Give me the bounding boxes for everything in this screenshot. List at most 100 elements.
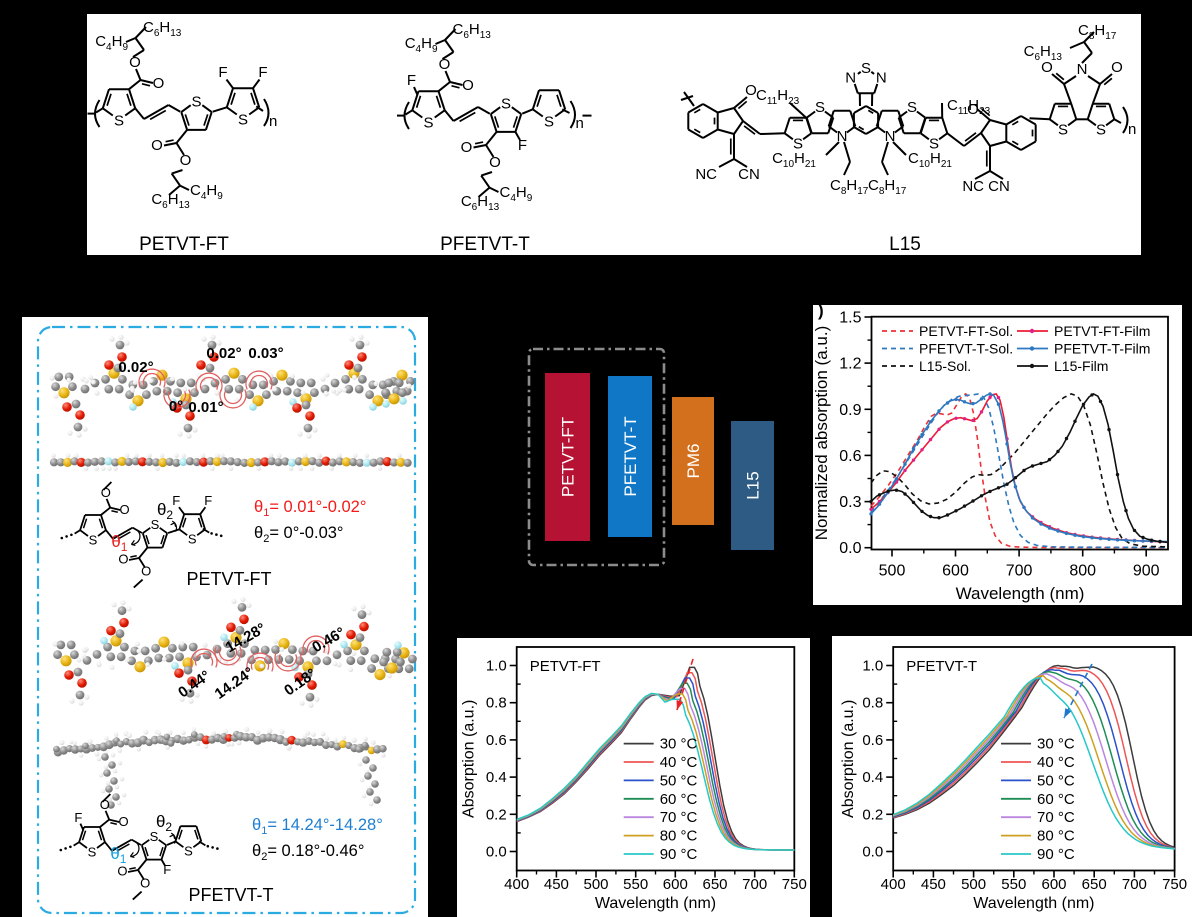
- svg-text:Absorption (a.u.): Absorption (a.u.): [461, 700, 478, 818]
- svg-text:PETVT-FT-Film: PETVT-FT-Film: [1054, 323, 1150, 339]
- svg-text:L15-Film: L15-Film: [1054, 358, 1108, 374]
- svg-text:S: S: [188, 532, 197, 547]
- svg-text:O: O: [1041, 59, 1053, 76]
- svg-text:O: O: [745, 82, 757, 99]
- svg-text:0.0: 0.0: [486, 844, 507, 861]
- svg-text:0.02°: 0.02°: [118, 359, 153, 376]
- svg-text:CN: CN: [738, 166, 760, 183]
- svg-text:N: N: [837, 128, 848, 145]
- svg-text:0.01°: 0.01°: [188, 399, 223, 416]
- svg-text:0°: 0°: [169, 398, 183, 415]
- svg-text:S: S: [88, 844, 97, 859]
- svg-text:θ2: θ2: [157, 500, 173, 522]
- svg-text:S: S: [793, 135, 803, 152]
- svg-text:O: O: [439, 56, 451, 73]
- svg-text:O: O: [461, 139, 473, 156]
- svg-text:700: 700: [1122, 876, 1147, 893]
- svg-text:O: O: [462, 77, 474, 94]
- svg-text:700: 700: [1006, 563, 1033, 580]
- svg-text:C4H9: C4H9: [500, 184, 533, 204]
- svg-text:600: 600: [663, 876, 688, 893]
- svg-text:50 °C: 50 °C: [1037, 772, 1075, 789]
- svg-text:0.03°: 0.03°: [248, 345, 283, 362]
- svg-text:θ2= 0.18°-0.46°: θ2= 0.18°-0.46°: [252, 842, 364, 863]
- svg-text:F: F: [258, 64, 267, 81]
- svg-text:θ1: θ1: [110, 844, 126, 866]
- svg-text:): ): [818, 301, 824, 320]
- svg-text:600: 600: [942, 563, 969, 580]
- svg-text:900: 900: [1133, 563, 1160, 580]
- svg-text:C8H17: C8H17: [868, 177, 907, 197]
- svg-text:550: 550: [1001, 876, 1026, 893]
- svg-text:1.2: 1.2: [839, 356, 861, 373]
- svg-text:1.0: 1.0: [486, 658, 507, 675]
- svg-text:600: 600: [1041, 876, 1066, 893]
- svg-text:O: O: [151, 137, 163, 154]
- svg-text:1.0: 1.0: [862, 658, 883, 675]
- svg-text:n: n: [576, 115, 584, 132]
- svg-text:N: N: [876, 70, 887, 87]
- svg-text:O: O: [140, 876, 150, 891]
- svg-text:S: S: [151, 517, 160, 532]
- svg-text:O: O: [489, 154, 501, 171]
- svg-text:S: S: [501, 95, 511, 112]
- svg-text:PFETVT-T: PFETVT-T: [906, 658, 977, 675]
- svg-text:S: S: [1096, 121, 1106, 138]
- svg-text:C10H21: C10H21: [772, 150, 816, 170]
- svg-text:C8H17: C8H17: [830, 177, 869, 197]
- svg-text:O: O: [153, 75, 165, 92]
- svg-text:30 °C: 30 °C: [1037, 736, 1075, 753]
- svg-text:N: N: [845, 70, 856, 87]
- svg-text:650: 650: [702, 876, 727, 893]
- svg-text:O: O: [100, 797, 110, 812]
- svg-text:30 °C: 30 °C: [660, 736, 698, 753]
- svg-text:S: S: [89, 532, 98, 547]
- svg-text:1.5: 1.5: [839, 310, 861, 327]
- svg-text:0.9: 0.9: [839, 402, 861, 419]
- svg-text:F: F: [163, 862, 171, 877]
- svg-text:NC: NC: [962, 178, 984, 195]
- svg-text:C6H13: C6H13: [143, 19, 182, 39]
- svg-text:0.6: 0.6: [486, 732, 507, 749]
- svg-text:C6H13: C6H13: [151, 191, 190, 211]
- svg-text:0.8: 0.8: [862, 695, 883, 712]
- svg-text:PETVT-FT-Sol.: PETVT-FT-Sol.: [919, 323, 1013, 339]
- svg-text:O: O: [120, 502, 130, 517]
- svg-text:O: O: [1111, 59, 1123, 76]
- svg-text:750: 750: [1162, 876, 1187, 893]
- svg-text:O: O: [101, 485, 111, 500]
- svg-text:O: O: [141, 564, 151, 579]
- svg-text:500: 500: [879, 563, 906, 580]
- svg-text:0.8: 0.8: [486, 695, 507, 712]
- svg-text:PETVT-FT: PETVT-FT: [530, 658, 601, 675]
- svg-text:L15: L15: [744, 471, 763, 499]
- svg-text:S: S: [191, 93, 201, 110]
- svg-text:500: 500: [961, 876, 986, 893]
- svg-text:0.3: 0.3: [839, 494, 861, 511]
- svg-text:60 °C: 60 °C: [1037, 791, 1075, 808]
- svg-text:0.2: 0.2: [862, 806, 883, 823]
- svg-text:θ2: θ2: [156, 812, 172, 834]
- svg-text:Wavelength (nm): Wavelength (nm): [956, 584, 1085, 603]
- svg-text:NC: NC: [695, 166, 717, 183]
- svg-text:O: O: [129, 54, 141, 71]
- svg-text:O: O: [180, 152, 192, 169]
- svg-text:θ2= 0°-0.03°: θ2= 0°-0.03°: [254, 524, 344, 545]
- svg-text:L15-Sol.: L15-Sol.: [919, 358, 971, 374]
- svg-text:S: S: [150, 829, 159, 844]
- svg-text:40 °C: 40 °C: [1037, 754, 1075, 771]
- svg-text:S: S: [238, 111, 248, 128]
- svg-text:S: S: [423, 114, 433, 131]
- svg-text:C6H13: C6H13: [461, 193, 500, 213]
- svg-text:450: 450: [921, 876, 946, 893]
- svg-text:O: O: [967, 101, 979, 118]
- svg-text:S: S: [544, 113, 554, 130]
- svg-text:F: F: [407, 72, 416, 89]
- svg-text:Absorption (a.u.): Absorption (a.u.): [840, 700, 857, 818]
- svg-text:F: F: [172, 493, 180, 508]
- svg-text:S: S: [184, 844, 193, 859]
- svg-text:F: F: [218, 64, 227, 81]
- svg-text:0.6: 0.6: [862, 732, 883, 749]
- svg-text:C4H9: C4H9: [405, 35, 438, 55]
- svg-text:PFETVT-T: PFETVT-T: [440, 234, 530, 255]
